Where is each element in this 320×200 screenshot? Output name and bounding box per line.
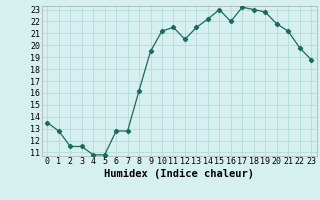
- X-axis label: Humidex (Indice chaleur): Humidex (Indice chaleur): [104, 169, 254, 179]
